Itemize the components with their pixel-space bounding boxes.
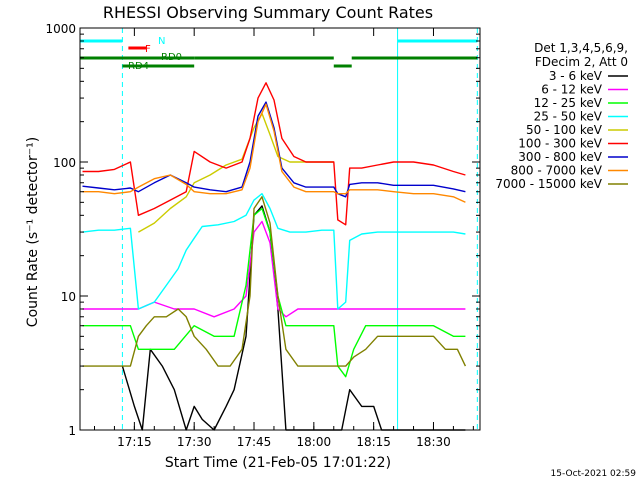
legend-label-4: 50 - 100 keV [526,123,603,137]
y-tick-label-1: 10 [61,290,76,304]
series-line-4 [138,112,334,233]
legend-label-6: 300 - 800 keV [518,150,602,164]
x-axis-ticks: 17:15 17:30 17:45 18:00 18:15 18:30 [93,28,474,449]
series-lines [82,82,467,431]
series-line-0 [121,205,466,431]
legend-label-1: 6 - 12 keV [541,83,603,97]
legend-header-line1: Det 1,3,4,5,6,9, [534,41,628,55]
x-tick-label-0: 17:15 [117,435,152,449]
y-tick-label-3: 1000 [45,22,76,36]
chart-title: RHESSI Observing Summary Count Rates [103,3,433,22]
x-tick-label-1: 17:30 [177,435,212,449]
series-line-6 [82,101,466,198]
legend-label-3: 25 - 50 keV [534,110,603,124]
x-tick-label-3: 18:00 [297,435,332,449]
x-tick-label-2: 17:45 [237,435,272,449]
legend-label-5: 100 - 300 keV [518,137,602,151]
y-axis-label: Count Rate (s⁻¹ detector⁻¹) [25,137,41,327]
flag-rd0-label: RD0 [161,52,182,63]
x-axis-label: Start Time (21-Feb-05 17:01:22) [165,455,391,471]
y-tick-label-0: 1 [68,424,76,438]
y-axis-ticks: 1 10 100 1000 [45,22,480,438]
legend-label-2: 12 - 25 keV [534,96,603,110]
series-line-5 [82,82,466,226]
legend-header-line2: FDecim 2, Att 0 [535,55,628,69]
series-line-3 [82,192,466,310]
series-line-2 [82,207,466,378]
series-line-8 [82,196,467,367]
flag-bars [80,39,478,68]
flag-f-label: F [145,44,151,55]
x-tick-label-4: 18:15 [356,435,391,449]
flag-rd4-label: RD4 [128,61,149,72]
x-tick-label-5: 18:30 [416,435,451,449]
plot-frame [79,27,481,431]
legend-label-7: 800 - 7000 keV [511,164,603,178]
footer-timestamp: 15-Oct-2021 02:59 [551,469,637,479]
y-tick-label-2: 100 [53,156,76,170]
flag-n-label: N [158,36,165,47]
series-line-7 [82,103,466,203]
legend-label-8: 7000 - 15000 keV [495,177,602,191]
legend-label-0: 3 - 6 keV [549,69,603,83]
